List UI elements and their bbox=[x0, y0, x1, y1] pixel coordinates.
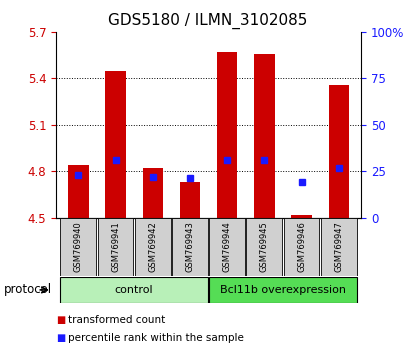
Bar bbox=[329, 85, 349, 218]
Text: GDS5180 / ILMN_3102085: GDS5180 / ILMN_3102085 bbox=[108, 12, 307, 29]
Bar bbox=[209, 277, 356, 303]
Text: GSM769940: GSM769940 bbox=[74, 222, 83, 272]
Text: GSM769946: GSM769946 bbox=[297, 222, 306, 272]
Text: ■: ■ bbox=[56, 315, 65, 325]
Bar bbox=[105, 70, 126, 218]
Bar bbox=[180, 182, 200, 218]
Bar bbox=[291, 215, 312, 218]
Text: GSM769945: GSM769945 bbox=[260, 222, 269, 272]
Text: protocol: protocol bbox=[4, 284, 52, 296]
Text: GSM769942: GSM769942 bbox=[148, 222, 157, 272]
Bar bbox=[284, 218, 320, 276]
Text: percentile rank within the sample: percentile rank within the sample bbox=[68, 333, 244, 343]
Text: Bcl11b overexpression: Bcl11b overexpression bbox=[220, 285, 346, 295]
Bar bbox=[172, 218, 208, 276]
Text: GSM769944: GSM769944 bbox=[222, 222, 232, 272]
Bar bbox=[247, 218, 282, 276]
Bar bbox=[209, 218, 245, 276]
Bar bbox=[321, 218, 356, 276]
Bar bbox=[254, 53, 275, 218]
Bar bbox=[142, 168, 163, 218]
Bar bbox=[135, 218, 171, 276]
Bar bbox=[68, 165, 88, 218]
Text: GSM769941: GSM769941 bbox=[111, 222, 120, 272]
Text: control: control bbox=[115, 285, 154, 295]
Text: GSM769947: GSM769947 bbox=[334, 222, 343, 272]
Bar bbox=[98, 218, 133, 276]
Text: transformed count: transformed count bbox=[68, 315, 166, 325]
Bar bbox=[61, 277, 208, 303]
Text: ■: ■ bbox=[56, 333, 65, 343]
Bar bbox=[61, 218, 96, 276]
Text: GSM769943: GSM769943 bbox=[186, 222, 195, 272]
Bar bbox=[217, 52, 237, 218]
